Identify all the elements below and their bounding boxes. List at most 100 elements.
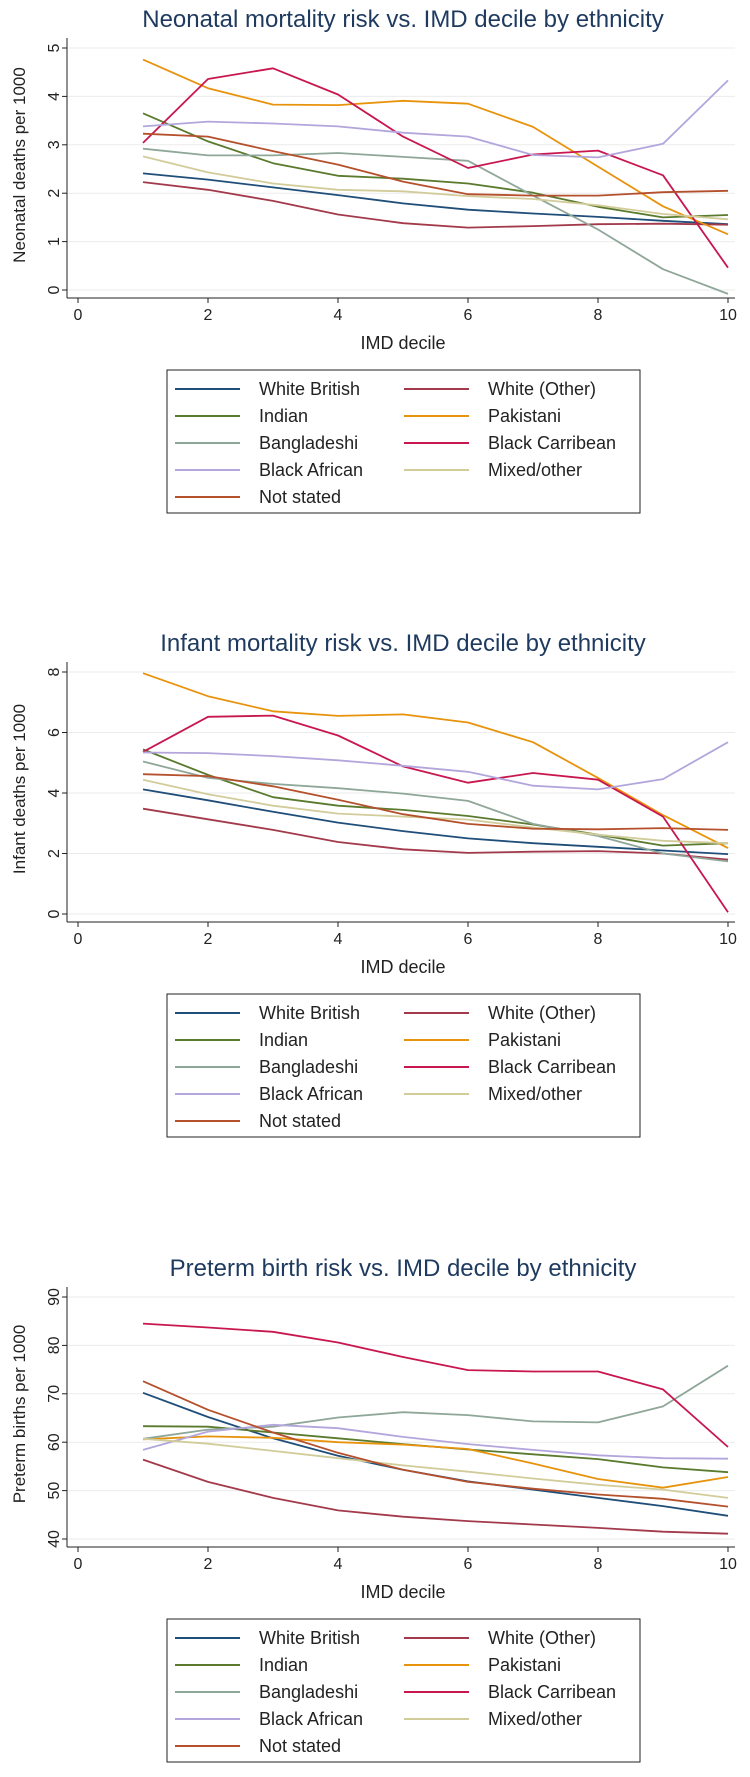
legend-label: Bangladeshi [259,1682,358,1702]
legend-label: Mixed/other [488,1709,582,1729]
y-tick-label: 70 [46,1385,63,1403]
legend-label: Indian [259,1655,308,1675]
y-axis-label: Neonatal deaths per 1000 [10,67,29,263]
legend-label: White (Other) [488,1628,596,1648]
x-tick-label: 2 [204,307,213,324]
y-tick-label: 5 [46,43,63,52]
x-tick-label: 0 [74,931,83,948]
chart-title: Neonatal mortality risk vs. IMD decile b… [142,6,664,33]
legend-label: Pakistani [488,1030,561,1050]
legend-label: Mixed/other [488,1084,582,1104]
series-line [142,1425,729,1474]
y-tick-label: 50 [46,1482,63,1500]
legend-label: Pakistani [488,406,561,426]
y-tick-label: 0 [46,909,63,918]
series-line [142,807,729,861]
legend-label: Not stated [259,487,341,507]
series-line [142,1380,729,1508]
series-line [142,748,729,847]
y-tick-label: 3 [46,140,63,149]
series-line [142,778,729,845]
series-line [142,172,729,226]
legend-label: White (Other) [488,379,596,399]
legend-label: Black African [259,1084,363,1104]
x-tick-label: 6 [464,307,473,324]
y-tick-label: 1 [46,237,63,246]
legend-label: Not stated [259,1111,341,1131]
series-line [142,79,729,159]
x-tick-label: 2 [204,931,213,948]
x-tick-label: 10 [719,931,737,948]
x-tick-label: 10 [719,1556,737,1573]
y-tick-label: 2 [46,189,63,198]
series-line [142,1435,729,1489]
chart-panel-preterm: Preterm birth risk vs. IMD decile by eth… [0,1249,750,1777]
y-tick-label: 40 [46,1530,63,1548]
chart-panel-infant: Infant mortality risk vs. IMD decile by … [0,624,750,1144]
legend-label: Black Carribean [488,433,616,453]
y-axis-label: Preterm births per 1000 [10,1325,29,1504]
series-line [142,1437,729,1499]
series-line [142,132,729,197]
legend-label: White British [259,1628,360,1648]
x-tick-label: 0 [74,307,83,324]
series-line [142,1423,729,1460]
y-tick-label: 6 [46,728,63,737]
y-tick-label: 4 [46,92,63,101]
series-line [142,788,729,855]
x-tick-label: 6 [464,931,473,948]
y-axis-label: Infant deaths per 1000 [10,704,29,874]
legend-label: Indian [259,406,308,426]
series-line [142,741,729,791]
x-tick-label: 6 [464,1556,473,1573]
legend-label: Bangladeshi [259,433,358,453]
legend-label: Black Carribean [488,1057,616,1077]
legend-box [166,993,641,1138]
y-tick-label: 60 [46,1433,63,1451]
series-line [142,1458,729,1535]
neonatal-chart: Neonatal mortality risk vs. IMD decile b… [10,6,737,514]
x-axis-label: IMD decile [360,1582,445,1602]
y-tick-label: 8 [46,667,63,676]
legend-label: White (Other) [488,1003,596,1023]
chart-title: Infant mortality risk vs. IMD decile by … [160,630,645,657]
series-line [142,155,729,221]
legend-label: White British [259,379,360,399]
legend-label: Black African [259,1709,363,1729]
legend-label: White British [259,1003,360,1023]
x-tick-label: 4 [334,1556,343,1573]
series-line [142,773,729,831]
legend-label: Mixed/other [488,460,582,480]
x-tick-label: 8 [594,931,603,948]
chart-title: Preterm birth risk vs. IMD decile by eth… [170,1255,637,1282]
y-tick-label: 80 [46,1336,63,1354]
y-tick-label: 0 [46,285,63,294]
series-line [142,1322,729,1448]
legend-label: Black Carribean [488,1682,616,1702]
y-tick-label: 90 [46,1288,63,1306]
preterm-chart: Preterm birth risk vs. IMD decile by eth… [10,1255,737,1763]
x-tick-label: 4 [334,931,343,948]
infant-chart: Infant mortality risk vs. IMD decile by … [10,630,737,1138]
x-tick-label: 10 [719,307,737,324]
series-line [142,58,729,236]
chart-panel-neonatal: Neonatal mortality risk vs. IMD decile b… [0,0,750,520]
series-line [142,760,729,863]
legend-box [166,1618,641,1763]
legend-box [166,369,641,514]
series-line [142,147,729,295]
x-axis-label: IMD decile [360,333,445,353]
series-line [142,672,729,849]
legend-label: Bangladeshi [259,1057,358,1077]
x-tick-label: 2 [204,1556,213,1573]
x-tick-label: 0 [74,1556,83,1573]
series-line [142,714,729,913]
x-axis-label: IMD decile [360,957,445,977]
legend-label: Indian [259,1030,308,1050]
legend-label: Not stated [259,1736,341,1756]
x-tick-label: 8 [594,307,603,324]
series-line [142,67,729,269]
y-tick-label: 4 [46,788,63,797]
legend-label: Pakistani [488,1655,561,1675]
series-line [142,1364,729,1440]
